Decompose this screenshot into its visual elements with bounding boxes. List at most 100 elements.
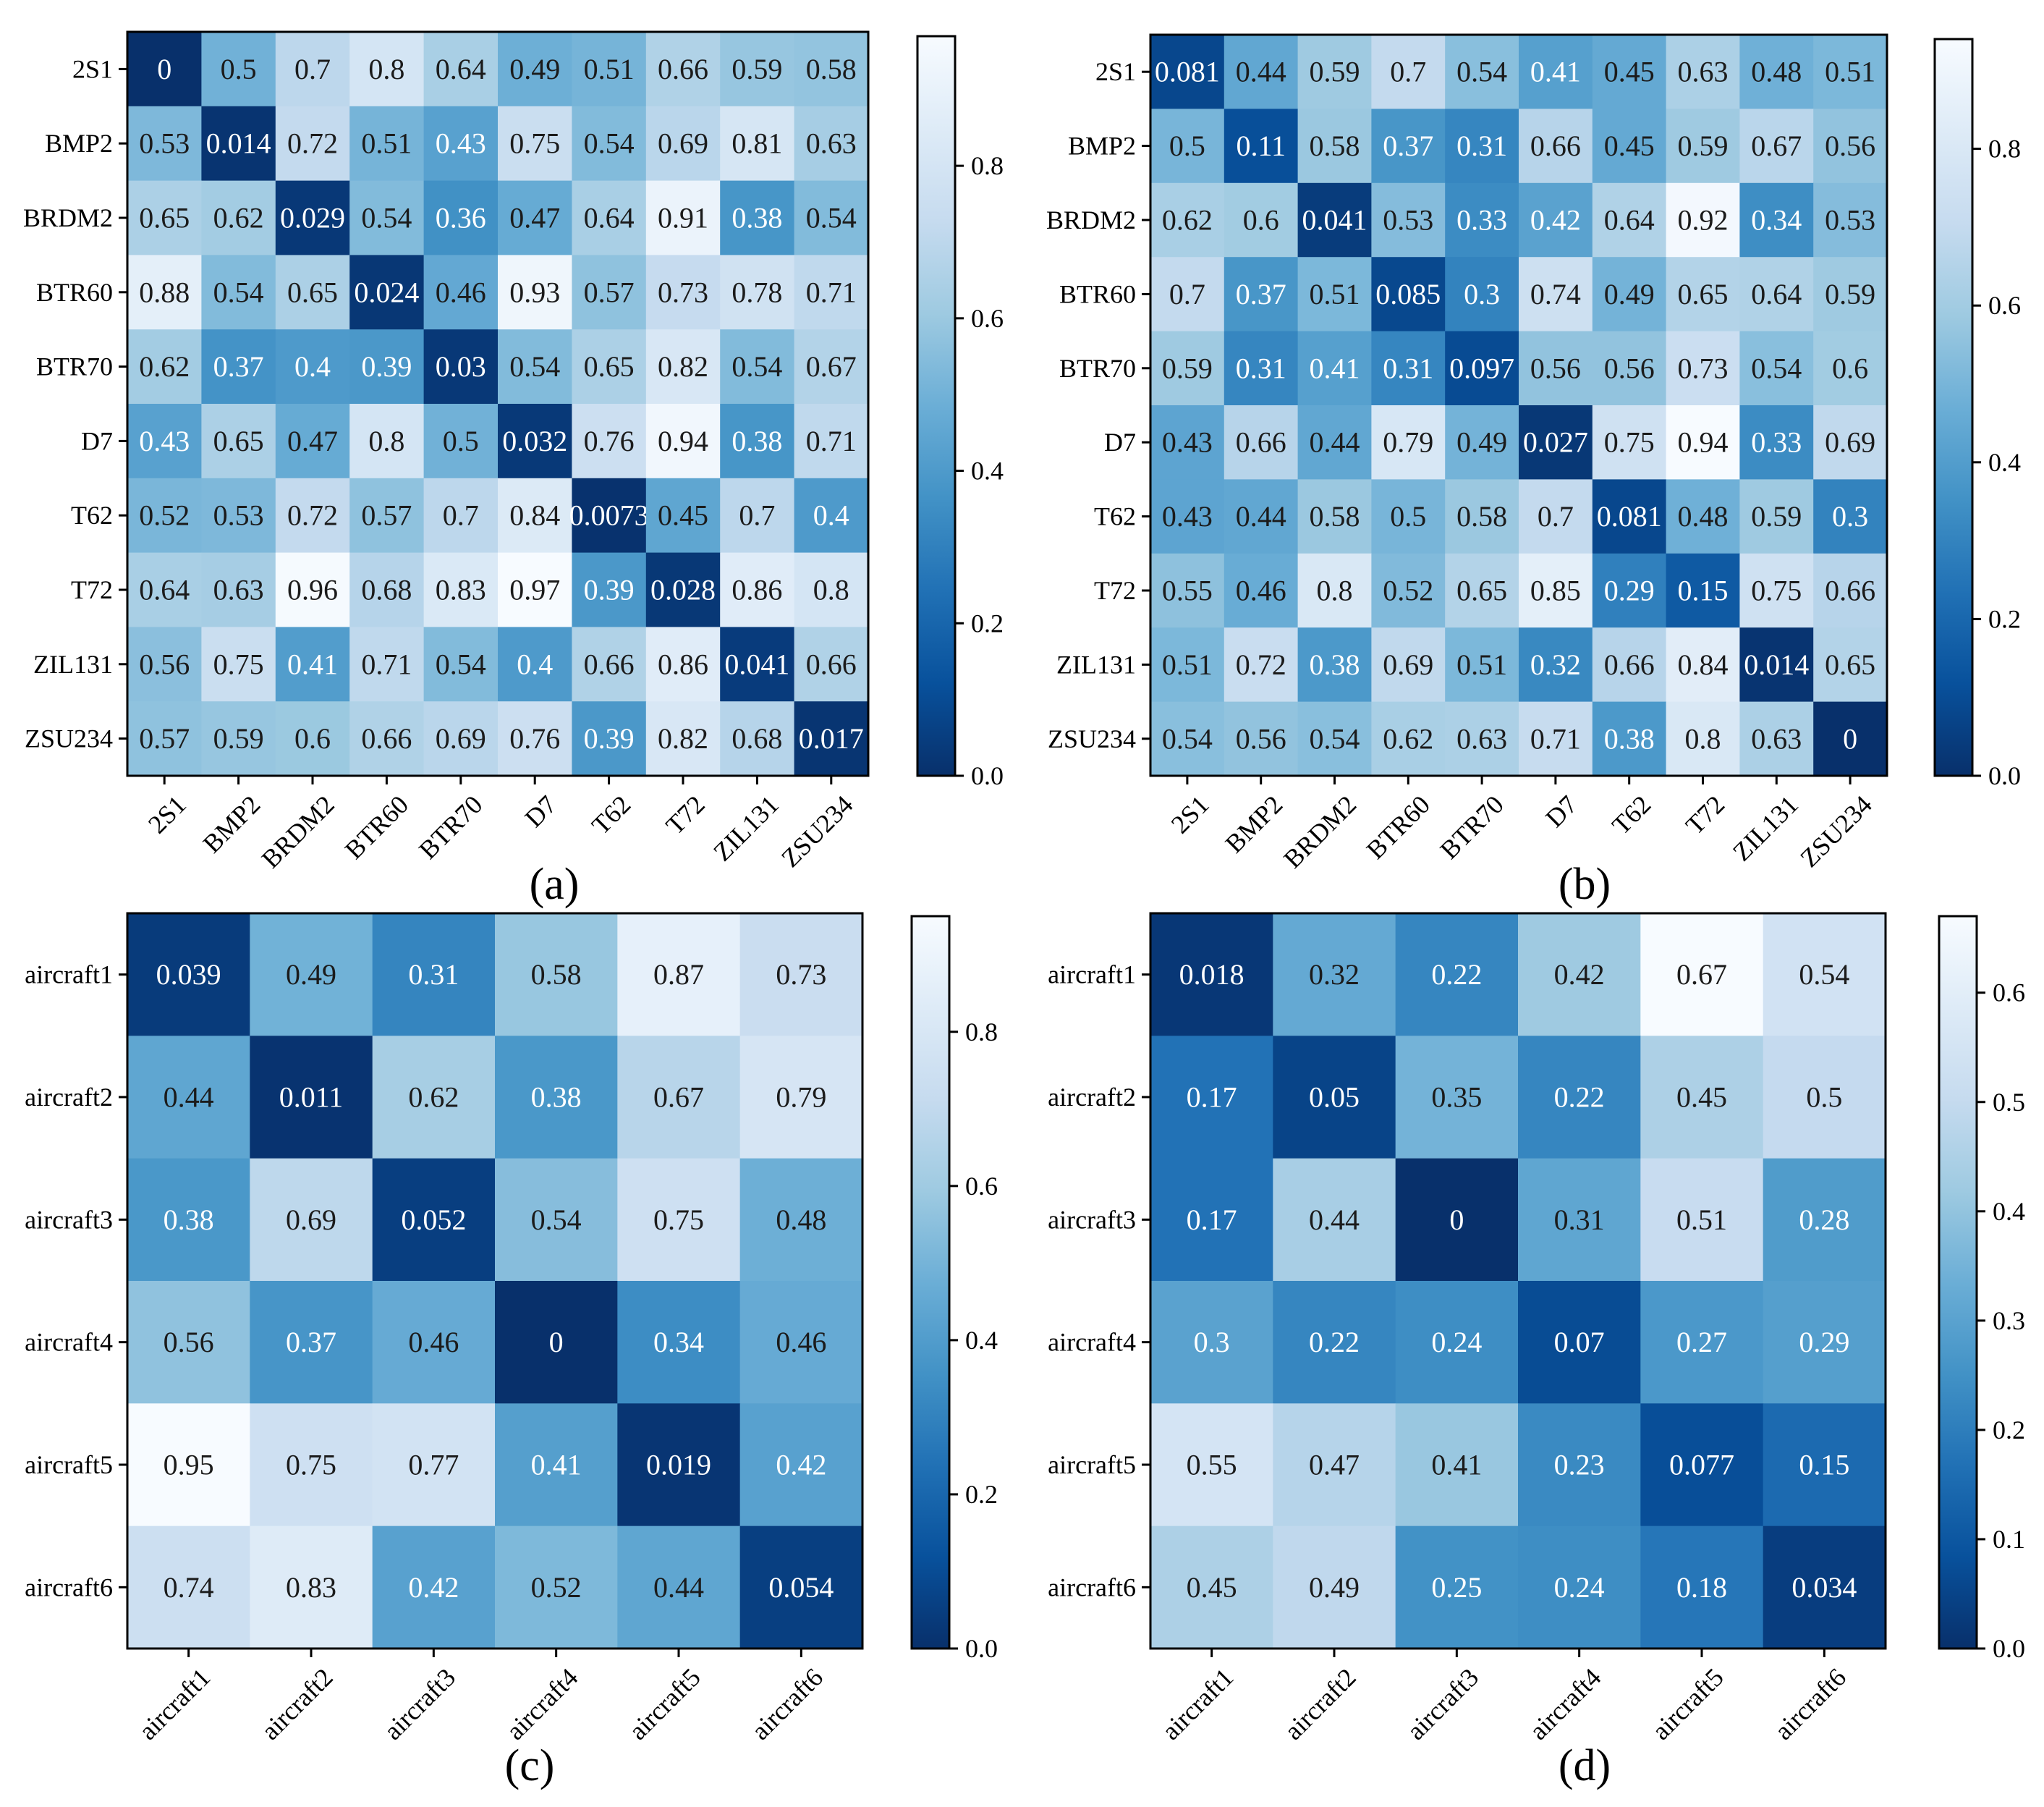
cell-value-label: 0.72	[287, 127, 338, 160]
cell-value-label: 0.58	[1310, 130, 1360, 162]
heatmap-cell	[794, 701, 869, 776]
colorbar-tick-label: 0.4	[1993, 1197, 2025, 1226]
cell-value-label: 0.43	[139, 425, 190, 457]
x-tick-label: T62	[586, 790, 636, 839]
y-tick-label: T72	[1094, 576, 1136, 605]
cell-value-label: 0.59	[213, 722, 264, 755]
heatmap-cell	[1592, 109, 1667, 184]
heatmap-cell	[1592, 257, 1667, 332]
cell-value-label: 0.66	[806, 648, 857, 680]
cell-value-label: 0.92	[1678, 204, 1729, 237]
cell-value-label: 0.59	[731, 53, 782, 85]
heatmap-cell	[1666, 405, 1740, 480]
heatmap-cell	[720, 404, 795, 479]
heatmap-cell	[572, 404, 647, 479]
heatmap-cell	[645, 106, 721, 182]
x-tick-label: aircraft4	[501, 1662, 583, 1745]
heatmap-cell	[498, 106, 572, 182]
heatmap-cell	[645, 701, 721, 776]
heatmap-cell	[1445, 182, 1519, 258]
cell-value-label: 0.71	[1530, 722, 1581, 755]
heatmap-cell	[720, 255, 795, 330]
heatmap-cell	[794, 180, 869, 255]
cell-value-label: 0.77	[408, 1449, 459, 1481]
x-tick-label: BTR70	[413, 790, 488, 864]
heatmap-cell	[1813, 109, 1888, 184]
heatmap-cell	[1445, 627, 1519, 703]
cell-value-label: 0.48	[776, 1203, 826, 1236]
cell-value-label: 0.43	[436, 127, 486, 160]
x-tick-label: D7	[1540, 790, 1582, 832]
heatmap-cell	[1371, 331, 1446, 406]
cell-value-label: 0.49	[509, 53, 560, 85]
heatmap-cell	[127, 478, 202, 554]
cell-value-label: 0.8	[813, 574, 849, 606]
heatmap-cell	[275, 404, 350, 479]
heatmap-cell	[617, 1158, 741, 1282]
heatmap-cell	[1150, 701, 1225, 776]
heatmap-cell	[349, 478, 425, 554]
heatmap-cell	[250, 1403, 373, 1527]
cell-value-label: 0.64	[1751, 278, 1802, 310]
x-tick-label: BMP2	[198, 790, 266, 858]
heatmap-cell	[1813, 701, 1888, 776]
heatmap-cell	[349, 701, 425, 776]
x-tick-label: 2S1	[1166, 790, 1215, 839]
y-tick-label: D7	[81, 426, 113, 455]
heatmap-cell	[423, 180, 499, 255]
heatmap-cell	[1739, 701, 1814, 776]
heatmap-cell	[645, 255, 721, 330]
heatmap-cell	[1640, 1525, 1764, 1649]
cell-value-label: 0.67	[653, 1081, 704, 1114]
cell-value-label: 0.014	[206, 127, 271, 160]
cell-value-label: 0.31	[408, 958, 459, 991]
cell-value-label: 0.39	[584, 574, 635, 606]
cell-value-label: 0.38	[1310, 648, 1360, 681]
heatmap-cell	[1371, 405, 1446, 480]
cell-value-label: 0.75	[1604, 426, 1655, 459]
heatmap-cell	[372, 1158, 496, 1282]
heatmap-cell	[1518, 1281, 1641, 1404]
cell-value-label: 0.024	[354, 276, 419, 308]
heatmap-cell	[1273, 1158, 1396, 1282]
y-tick-label: BTR60	[36, 278, 113, 307]
y-tick-label: aircraft6	[1048, 1573, 1136, 1601]
cell-value-label: 0.53	[213, 499, 264, 532]
cell-value-label: 0.014	[1744, 648, 1809, 681]
heatmap-cell	[720, 180, 795, 255]
colorbar	[1938, 915, 1978, 1650]
heatmap-cell	[1445, 35, 1519, 109]
cell-value-label: 0.64	[436, 53, 486, 85]
colorbar-tick-label: 0.6	[971, 304, 1004, 333]
cell-value-label: 0.53	[139, 127, 190, 160]
cell-value-label: 0.66	[1604, 648, 1655, 681]
heatmap-cell	[1371, 627, 1446, 703]
x-tick-label: D7	[520, 790, 562, 832]
heatmap-cell	[1666, 35, 1740, 109]
cell-value-label: 0.49	[1456, 426, 1507, 459]
x-tick-label: BTR60	[339, 790, 414, 864]
x-tick-label: aircraft6	[746, 1662, 828, 1745]
heatmap-cell	[372, 1281, 496, 1404]
cell-value-label: 0.75	[653, 1203, 704, 1236]
cell-value-label: 0.034	[1791, 1571, 1857, 1604]
cell-value-label: 0.54	[1751, 352, 1802, 384]
heatmap-cell	[1519, 182, 1593, 258]
cell-value-label: 0.31	[1456, 130, 1507, 162]
heatmap-cell	[1150, 1281, 1273, 1404]
cell-value-label: 0.41	[1431, 1449, 1482, 1481]
cell-value-label: 0.24	[1554, 1571, 1605, 1604]
colorbar-tick-label: 0.8	[965, 1017, 998, 1046]
heatmap-cell	[1666, 331, 1740, 406]
cell-value-label: 0	[549, 1326, 564, 1358]
cell-value-label: 0.73	[658, 276, 708, 308]
cell-value-label: 0.76	[584, 425, 635, 457]
cell-value-label: 0.081	[1155, 56, 1220, 88]
heatmap-panel-3: 0.039 0.49 0.31 0.58 0.87 0.73 0.44 0.011 0.62 0.…	[25, 912, 998, 1790]
cell-value-label: 0.6	[1243, 204, 1279, 237]
heatmap-cell	[720, 478, 795, 554]
cell-value-label: 0.054	[768, 1571, 834, 1604]
heatmap-cell	[372, 1036, 496, 1159]
heatmap-cell	[275, 701, 350, 776]
cell-value-label: 0.96	[287, 574, 338, 606]
